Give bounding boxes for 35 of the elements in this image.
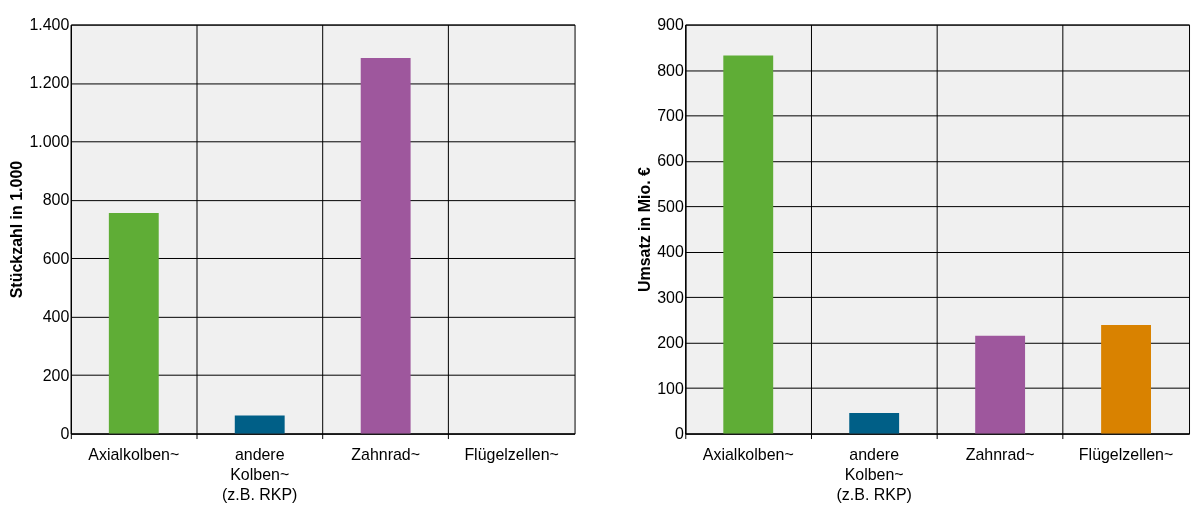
x-tick-label: Flügelzellen~ (1078, 445, 1174, 463)
y-axis-title: Umsatz in Mio. € (636, 166, 654, 293)
x-tick-label: Axialkolben~ (88, 445, 180, 463)
y-tick-label: 1.400 (29, 16, 70, 34)
x-tick-label: andere Kolben~ (z.B. RKP) (836, 445, 912, 503)
bar (360, 57, 411, 434)
y-tick-label: 1.000 (29, 132, 70, 150)
y-tick-label: 800 (42, 191, 70, 209)
x-tick-label: Axialkolben~ (702, 445, 794, 463)
y-tick-label: 300 (657, 288, 684, 306)
x-tick-label: Zahnrad~ (965, 445, 1035, 463)
bar (108, 213, 159, 434)
y-tick-label: 800 (657, 61, 684, 79)
y-tick-label: 900 (657, 16, 684, 34)
bar (849, 413, 900, 434)
y-tick-label: 500 (657, 197, 684, 215)
y-tick-label: 700 (657, 106, 684, 124)
x-tick-label: andere Kolben~ (z.B. RKP) (222, 445, 298, 503)
y-tick-label: 400 (657, 243, 684, 261)
bar (723, 55, 774, 434)
bar (234, 415, 285, 434)
y-tick-label: 200 (42, 366, 70, 384)
bar (1101, 324, 1151, 434)
x-tick-label: Zahnrad~ (351, 445, 421, 463)
y-tick-label: 100 (657, 379, 684, 397)
y-tick-label: 1.200 (29, 74, 70, 92)
y-tick-label: 200 (657, 334, 684, 352)
y-tick-label: 0 (60, 425, 70, 443)
y-tick-label: 600 (42, 249, 70, 267)
y-tick-label: 600 (657, 152, 684, 170)
y-axis-title: Stückzahl in 1.000 (8, 160, 26, 299)
y-tick-label: 0 (674, 425, 684, 443)
x-tick-label: Flügelzellen~ (464, 445, 559, 463)
bar (975, 335, 1026, 434)
y-tick-label: 400 (42, 308, 70, 326)
